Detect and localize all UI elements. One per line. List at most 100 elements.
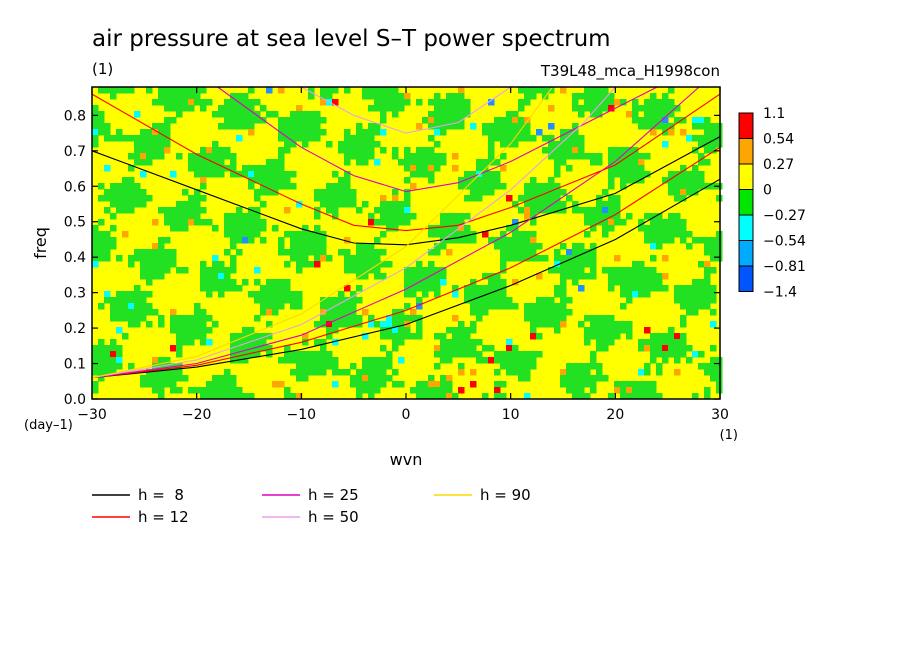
- field-cell: [530, 333, 537, 340]
- field-cell: [572, 393, 579, 400]
- field-cell: [278, 279, 285, 286]
- field-cell: [620, 183, 627, 190]
- field-cell: [494, 243, 501, 250]
- field-cell: [530, 189, 537, 196]
- colorbar-label: −0.81: [763, 259, 806, 275]
- field-cell: [602, 315, 609, 322]
- field-cell: [692, 279, 699, 286]
- field-cell: [104, 195, 111, 202]
- field-cell: [362, 201, 369, 208]
- field-cell: [368, 135, 375, 142]
- field-cell: [488, 99, 495, 106]
- field-cell: [608, 93, 615, 100]
- field-cell: [452, 123, 459, 130]
- field-cell: [542, 189, 549, 196]
- field-cell: [386, 363, 393, 370]
- field-cell: [248, 165, 255, 172]
- field-cell: [434, 249, 441, 256]
- field-cell: [272, 159, 279, 166]
- field-cell: [272, 303, 279, 310]
- field-cell: [188, 315, 195, 322]
- field-cell: [584, 219, 591, 226]
- field-cell: [254, 171, 261, 178]
- field-cell: [548, 321, 555, 328]
- field-cell: [446, 225, 453, 232]
- field-cell: [446, 99, 453, 106]
- field-cell: [98, 249, 105, 256]
- field-cell: [710, 321, 717, 328]
- field-cell: [230, 381, 237, 388]
- field-cell: [662, 285, 669, 292]
- field-cell: [710, 345, 717, 352]
- field-cell: [350, 195, 357, 202]
- field-cell: [194, 219, 201, 226]
- field-cell: [614, 207, 621, 214]
- field-cell: [638, 339, 645, 346]
- field-cell: [386, 225, 393, 232]
- field-cell: [548, 135, 555, 142]
- field-cell: [650, 105, 657, 112]
- field-cell: [230, 285, 237, 292]
- field-cell: [332, 339, 339, 346]
- field-cell: [134, 183, 141, 190]
- field-cell: [620, 273, 627, 280]
- field-cell: [404, 147, 411, 154]
- field-cell: [230, 153, 237, 160]
- field-cell: [386, 213, 393, 220]
- field-cell: [566, 309, 573, 316]
- field-cell: [584, 99, 591, 106]
- field-cell: [368, 93, 375, 100]
- field-cell: [170, 117, 177, 124]
- field-cell: [380, 357, 387, 364]
- field-cell: [590, 219, 597, 226]
- field-cell: [572, 147, 579, 154]
- field-cell: [290, 357, 297, 364]
- field-cell: [308, 231, 315, 238]
- field-cell: [464, 171, 471, 178]
- field-cell: [434, 117, 441, 124]
- field-cell: [656, 237, 663, 244]
- field-cell: [632, 171, 639, 178]
- field-cell: [518, 135, 525, 142]
- field-cell: [356, 243, 363, 250]
- field-cell: [500, 279, 507, 286]
- field-cell: [368, 393, 375, 400]
- field-cell: [434, 111, 441, 118]
- field-cell: [662, 351, 669, 358]
- field-cell: [626, 321, 633, 328]
- field-cell: [674, 177, 681, 184]
- field-cell: [530, 87, 537, 94]
- field-cell: [668, 171, 675, 178]
- field-cell: [416, 159, 423, 166]
- field-cell: [302, 261, 309, 268]
- field-cell: [146, 249, 153, 256]
- field-cell: [614, 219, 621, 226]
- field-cell: [530, 219, 537, 226]
- field-cell: [524, 189, 531, 196]
- field-cell: [434, 105, 441, 112]
- field-cell: [488, 237, 495, 244]
- y-tick-label: 0.1: [64, 357, 86, 373]
- field-cell: [362, 135, 369, 142]
- field-cell: [338, 303, 345, 310]
- field-cell: [614, 381, 621, 388]
- field-cell: [188, 213, 195, 220]
- field-cell: [362, 375, 369, 382]
- field-cell: [464, 225, 471, 232]
- field-cell: [362, 333, 369, 340]
- field-cell: [452, 231, 459, 238]
- field-cell: [206, 219, 213, 226]
- field-cell: [590, 273, 597, 280]
- field-cell: [518, 129, 525, 136]
- field-cell: [326, 303, 333, 310]
- field-cell: [338, 141, 345, 148]
- field-cell: [374, 237, 381, 244]
- field-cell: [458, 327, 465, 334]
- field-cell: [206, 285, 213, 292]
- field-cell: [560, 309, 567, 316]
- field-cell: [404, 207, 411, 214]
- field-cell: [698, 177, 705, 184]
- field-cell: [710, 129, 717, 136]
- y-tick-label: 0.0: [64, 392, 86, 408]
- field-cell: [368, 129, 375, 136]
